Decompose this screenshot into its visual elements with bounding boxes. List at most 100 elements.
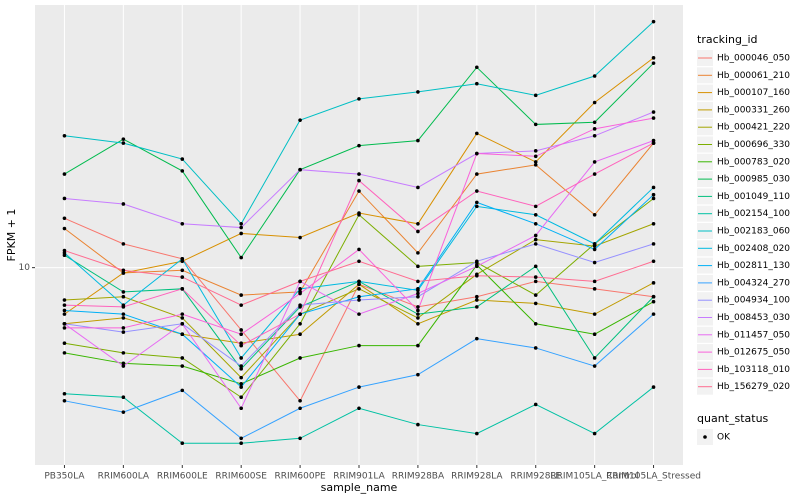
data-point xyxy=(239,441,243,446)
legend-label: Hb_156279_020 xyxy=(717,382,790,392)
data-point xyxy=(592,260,597,265)
data-point xyxy=(239,343,243,348)
data-point xyxy=(592,356,597,360)
data-point xyxy=(180,169,185,173)
data-point xyxy=(592,364,597,368)
data-point xyxy=(180,312,185,316)
data-point xyxy=(357,282,361,287)
shape-legend-title: quant_status xyxy=(697,412,769,425)
data-point xyxy=(121,351,126,355)
data-point xyxy=(475,65,479,70)
data-point xyxy=(121,326,126,330)
data-point xyxy=(62,321,67,326)
data-point xyxy=(651,294,656,299)
data-point xyxy=(475,131,479,136)
data-point xyxy=(533,93,538,98)
data-point xyxy=(651,196,656,201)
data-point xyxy=(239,375,243,380)
data-point xyxy=(651,61,656,65)
data-point xyxy=(121,271,126,275)
data-point xyxy=(416,294,420,299)
data-point xyxy=(533,301,538,306)
data-point xyxy=(533,293,538,297)
data-point xyxy=(416,343,420,348)
data-point xyxy=(651,312,656,316)
data-point xyxy=(62,399,67,403)
data-point xyxy=(121,242,126,246)
legend-label: Hb_011457_050 xyxy=(717,330,790,340)
data-point xyxy=(180,287,185,291)
data-point xyxy=(533,160,538,164)
data-point xyxy=(416,90,420,94)
data-point xyxy=(180,332,185,337)
data-point xyxy=(651,385,656,389)
legend-label: Hb_000985_030 xyxy=(717,175,790,185)
y-axis-title: FPKM + 1 xyxy=(5,209,18,262)
data-point xyxy=(62,308,67,313)
data-point xyxy=(533,163,538,167)
data-point xyxy=(592,287,597,291)
data-point xyxy=(475,273,479,278)
data-point xyxy=(298,312,302,316)
data-point xyxy=(239,255,243,260)
data-point xyxy=(475,298,479,302)
data-point xyxy=(298,436,302,441)
data-point xyxy=(651,116,656,120)
legend-label: Hb_004324_270 xyxy=(717,278,790,288)
data-point xyxy=(533,204,538,209)
data-point xyxy=(121,395,126,400)
data-point xyxy=(121,364,126,368)
data-point xyxy=(592,74,597,78)
data-point xyxy=(592,431,597,436)
data-point xyxy=(180,321,185,326)
y-tick-label: 10 xyxy=(19,263,31,273)
x-tick-label: RRIM600PE xyxy=(274,472,326,482)
data-point xyxy=(651,138,656,143)
data-point xyxy=(651,192,656,197)
data-point xyxy=(416,229,420,234)
data-point xyxy=(121,316,126,320)
data-point xyxy=(651,281,656,285)
data-point xyxy=(298,406,302,411)
data-point xyxy=(651,141,656,145)
legend-label: Hb_002183_060 xyxy=(717,227,790,237)
data-point xyxy=(298,291,302,296)
legend-label: Hb_002811_130 xyxy=(717,261,790,271)
data-point xyxy=(533,346,538,350)
data-point xyxy=(475,305,479,309)
data-point xyxy=(298,356,302,360)
data-point xyxy=(239,221,243,226)
data-point xyxy=(592,247,597,252)
data-point xyxy=(592,242,597,246)
data-point xyxy=(475,81,479,86)
x-axis-title: sample_name xyxy=(321,481,398,494)
data-point xyxy=(592,312,597,316)
data-point xyxy=(533,275,538,279)
data-point xyxy=(180,356,185,360)
shape-legend-label: OK xyxy=(717,433,731,443)
legend-label: Hb_000061_210 xyxy=(717,71,790,81)
data-point xyxy=(239,328,243,332)
data-point xyxy=(416,279,420,284)
data-point xyxy=(651,299,656,304)
data-point xyxy=(533,149,538,153)
data-point xyxy=(357,212,361,217)
data-point xyxy=(357,259,361,264)
data-point xyxy=(62,226,67,231)
data-point xyxy=(475,204,479,209)
data-point xyxy=(357,143,361,148)
data-point xyxy=(416,316,420,320)
data-point xyxy=(121,202,126,206)
data-point xyxy=(239,332,243,337)
data-point xyxy=(416,372,420,377)
data-point xyxy=(416,305,420,309)
data-point xyxy=(357,172,361,176)
x-tick-label: PB350LA xyxy=(44,472,85,482)
legend-title: tracking_id xyxy=(697,33,758,46)
data-point xyxy=(298,287,302,291)
data-point xyxy=(475,200,479,205)
legend-label: Hb_000107_160 xyxy=(717,88,790,98)
data-point xyxy=(592,133,597,138)
data-point xyxy=(357,97,361,101)
